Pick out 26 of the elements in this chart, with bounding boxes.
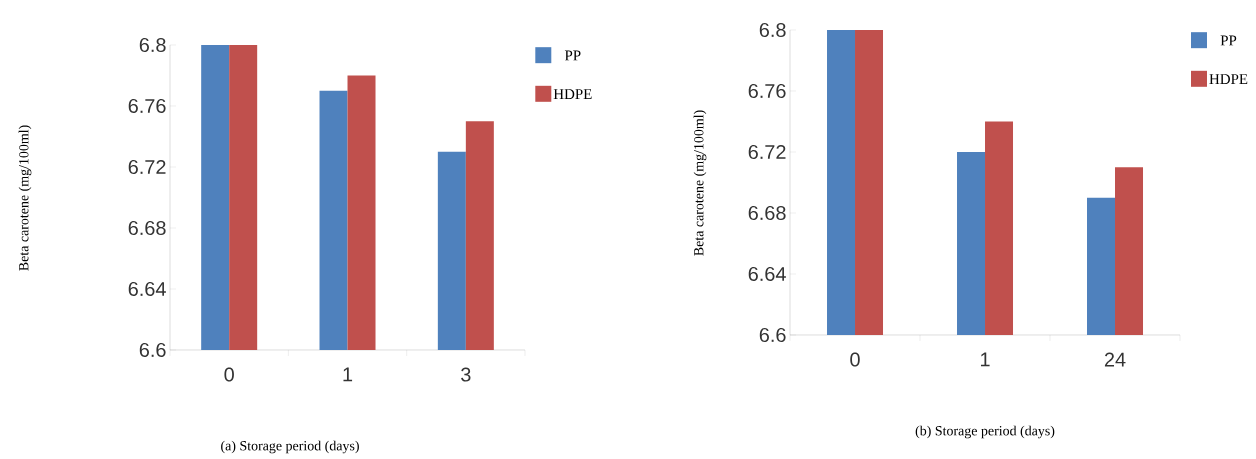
legend-label: HDPE [1209, 74, 1248, 84]
x-axis-title: (a) Storage period (days) [221, 440, 359, 454]
x-tick-label: 3 [461, 367, 471, 382]
legend-label: PP [1220, 35, 1237, 46]
x-tick-label: 1 [343, 367, 353, 382]
y-tick-label: 6.64 [748, 266, 786, 282]
x-axis-title: (b) Storage period (days) [915, 425, 1055, 439]
y-tick-label: 6.72 [748, 144, 786, 160]
y-tick-label: 6.8 [759, 22, 786, 38]
y-tick-label: 6.68 [128, 220, 166, 236]
y-tick-label: 6.6 [139, 342, 166, 358]
y-tick-label: 6.6 [759, 327, 786, 343]
y-tick-label: 6.72 [128, 159, 166, 175]
x-tick-label: 1 [980, 352, 990, 367]
y-axis-title: Beta carotene (mg/100ml) [18, 125, 32, 271]
x-tick-label: 0 [224, 367, 234, 382]
y-tick-label: 6.76 [128, 98, 166, 114]
x-tick-label: 24 [1104, 352, 1126, 367]
legend-label: PP [564, 50, 581, 61]
y-tick-label: 6.68 [748, 205, 786, 221]
legend-label: HDPE [553, 89, 592, 99]
y-tick-label: 6.64 [128, 281, 166, 297]
y-tick-label: 6.8 [139, 37, 166, 53]
y-tick-label: 6.76 [748, 83, 786, 99]
x-tick-label: 0 [850, 352, 860, 367]
y-axis-title: Beta carotene (mg/100ml) [693, 110, 707, 256]
